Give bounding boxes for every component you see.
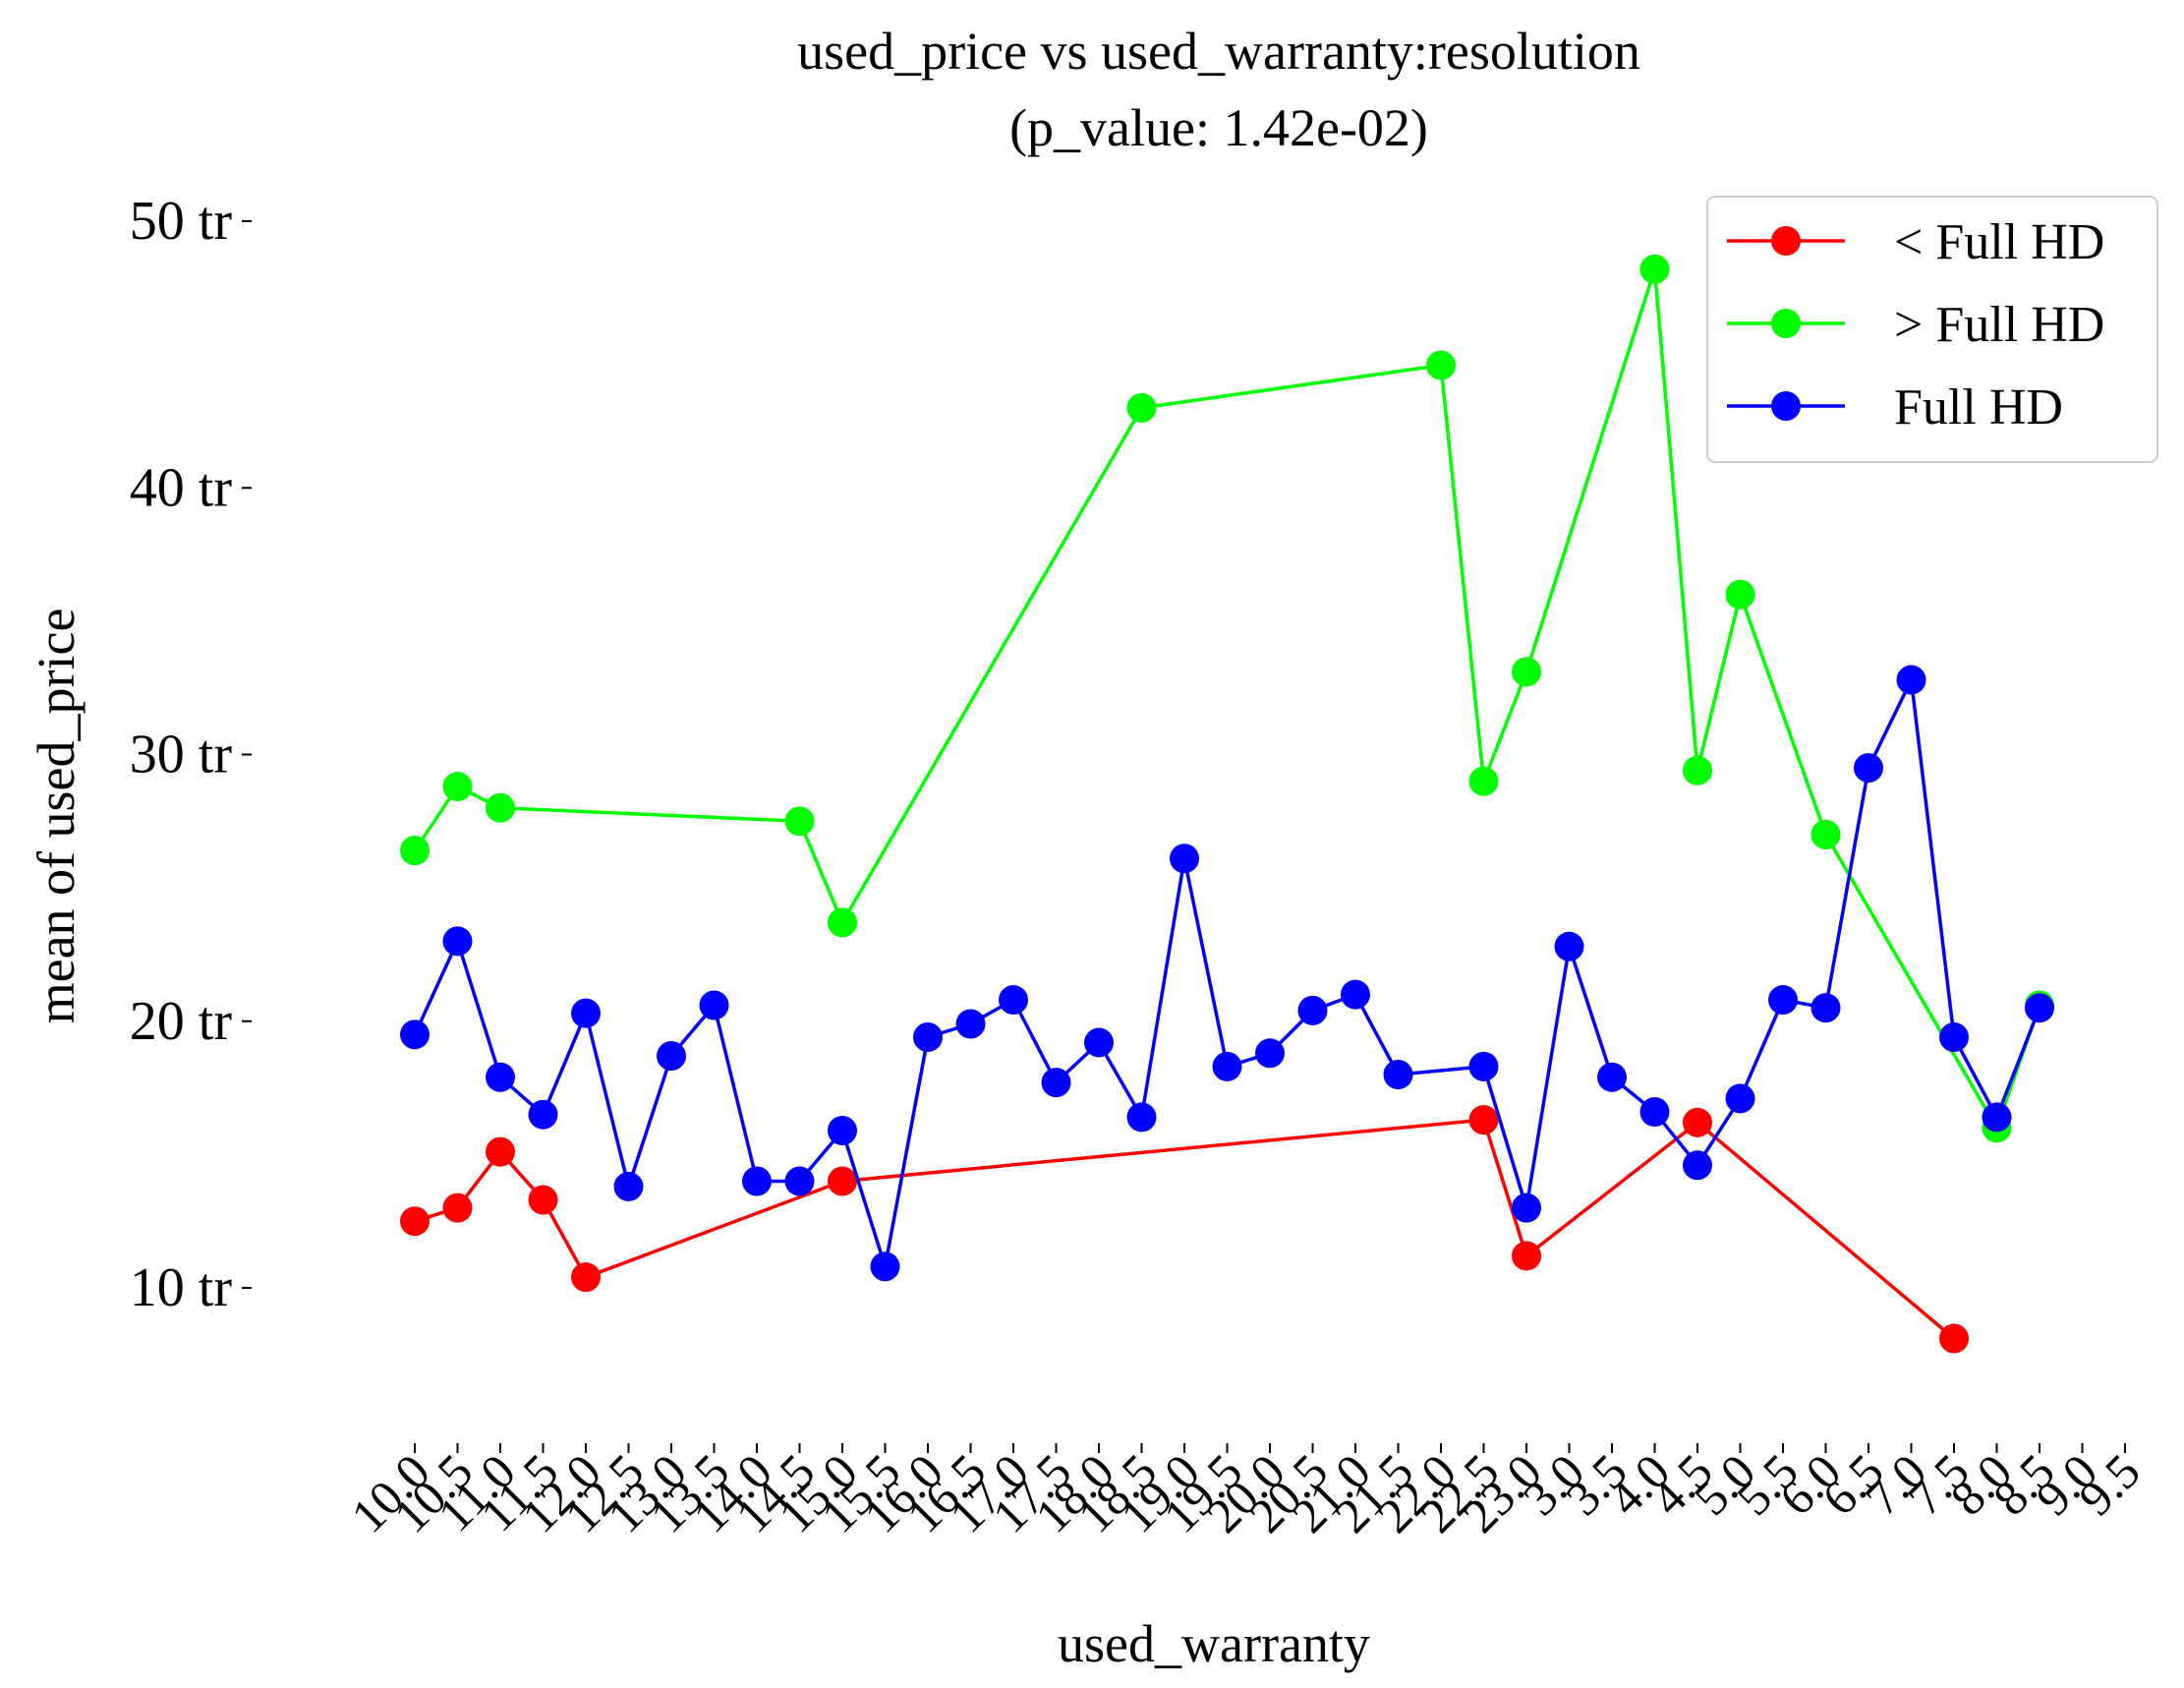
data-point xyxy=(571,998,601,1028)
data-point xyxy=(1810,993,1841,1023)
x-axis-label: used_warranty xyxy=(1058,1614,1370,1673)
data-point xyxy=(1683,1150,1712,1181)
data-point xyxy=(486,1136,515,1167)
data-point xyxy=(1468,766,1499,796)
data-point xyxy=(1255,1038,1285,1069)
data-point xyxy=(1383,1060,1413,1089)
data-point xyxy=(1896,665,1926,695)
data-point xyxy=(1468,1051,1499,1081)
data-point xyxy=(913,1022,943,1053)
data-point xyxy=(528,1099,558,1130)
data-point xyxy=(699,990,729,1020)
data-point xyxy=(1639,1096,1670,1127)
legend-label: < Full HD xyxy=(1894,214,2104,270)
data-point xyxy=(828,1115,857,1145)
data-point xyxy=(999,985,1028,1016)
data-point xyxy=(1725,579,1755,610)
y-axis-label: mean of used_price xyxy=(27,609,86,1024)
legend-marker xyxy=(1771,309,1801,338)
legend-marker xyxy=(1771,226,1801,256)
y-tick-label: 50 tr xyxy=(130,191,233,252)
legend-label: Full HD xyxy=(1894,379,2063,436)
data-point xyxy=(828,1166,857,1196)
data-point xyxy=(1084,1027,1114,1058)
data-point xyxy=(1768,985,1798,1016)
data-point xyxy=(1639,254,1670,284)
data-point xyxy=(1554,931,1584,961)
data-point xyxy=(1212,1051,1242,1081)
series-line xyxy=(414,1118,1956,1340)
series-group xyxy=(400,665,2054,1282)
data-point xyxy=(1170,844,1199,874)
data-point xyxy=(870,1251,900,1282)
y-tick-label: 20 tr xyxy=(130,991,233,1052)
data-point xyxy=(571,1262,601,1293)
data-point xyxy=(1341,979,1370,1010)
data-point xyxy=(2025,993,2054,1023)
data-point xyxy=(1512,1241,1541,1271)
data-point xyxy=(1810,819,1841,849)
data-point xyxy=(442,926,473,957)
data-point xyxy=(400,1019,430,1050)
data-point xyxy=(1982,1102,2012,1133)
chart-title: used_price vs used_warranty:resolution xyxy=(797,22,1640,81)
data-point xyxy=(742,1166,772,1196)
data-point xyxy=(1597,1062,1627,1092)
series-line xyxy=(413,677,2041,1269)
y-tick-label: 30 tr xyxy=(130,725,233,786)
series-group xyxy=(400,1105,1969,1354)
legend-label: > Full HD xyxy=(1894,297,2104,353)
legend: < Full HD > Full HD Full HD xyxy=(1706,196,2158,463)
data-point xyxy=(400,836,430,866)
data-point xyxy=(1126,392,1157,423)
chart-subtitle: (p_value: 1.42e-02) xyxy=(1009,98,1428,157)
x-axis: 10.010.511.011.512.012.513.013.514.014.5… xyxy=(340,1443,2151,1543)
legend-box xyxy=(1706,196,2158,463)
data-point xyxy=(955,1009,986,1039)
data-point xyxy=(784,1166,815,1196)
data-point xyxy=(1426,350,1456,380)
data-point xyxy=(828,907,857,938)
data-point xyxy=(1683,1107,1712,1137)
data-point xyxy=(528,1185,558,1215)
data-point xyxy=(1126,1102,1157,1133)
data-point xyxy=(486,1062,515,1092)
y-tick-label: 40 tr xyxy=(130,457,233,518)
data-point xyxy=(1725,1083,1755,1114)
data-point xyxy=(400,1206,430,1237)
data-point xyxy=(1683,755,1712,786)
data-point xyxy=(442,772,473,802)
data-point xyxy=(1512,1193,1541,1223)
y-tick-label: 10 tr xyxy=(130,1257,233,1318)
data-point xyxy=(1854,753,1883,784)
data-point xyxy=(1297,995,1328,1025)
data-point xyxy=(486,792,515,823)
data-point xyxy=(1939,1022,1969,1053)
y-axis: 10 tr 20 tr 30 tr 40 tr 50 tr xyxy=(130,191,252,1318)
data-point xyxy=(442,1193,473,1223)
data-point xyxy=(657,1041,686,1072)
data-point xyxy=(784,806,815,837)
legend-marker xyxy=(1771,391,1801,421)
data-point xyxy=(613,1171,644,1201)
data-point xyxy=(1041,1068,1071,1098)
data-point xyxy=(1512,657,1541,687)
series-group xyxy=(400,254,2054,1143)
plot-area xyxy=(400,254,2054,1354)
data-point xyxy=(1939,1323,1969,1354)
data-point xyxy=(1468,1105,1499,1135)
